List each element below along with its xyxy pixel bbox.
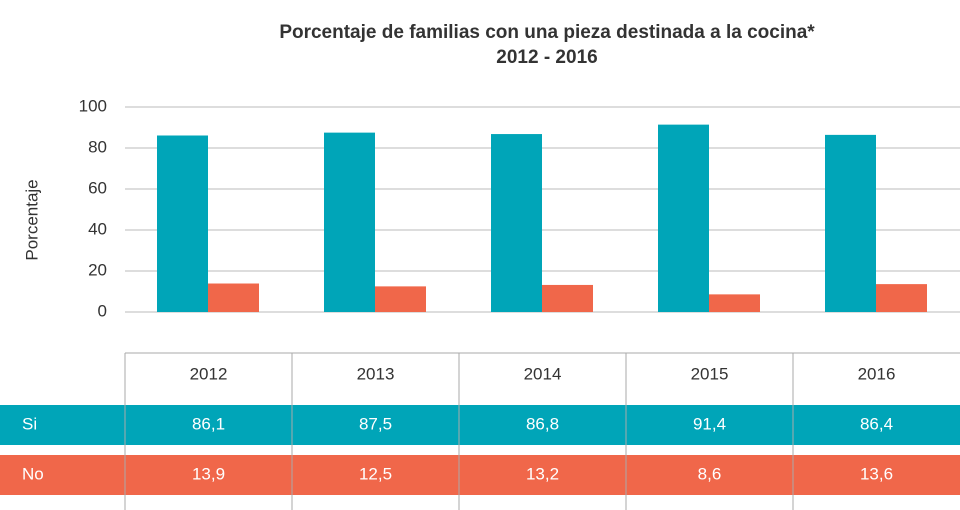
y-tick-label: 0 xyxy=(98,301,107,320)
x-tick-label: 2012 xyxy=(190,364,228,383)
x-tick-label: 2013 xyxy=(357,364,395,383)
y-tick-label: 80 xyxy=(88,137,107,156)
row-label: No xyxy=(22,464,44,483)
bar xyxy=(157,135,208,312)
y-tick-label: 20 xyxy=(88,260,107,279)
chart-subtitle: 2012 - 2016 xyxy=(496,47,597,68)
bar xyxy=(876,284,927,312)
table-value: 86,8 xyxy=(526,414,559,433)
bar xyxy=(542,284,593,312)
bar xyxy=(208,283,259,312)
table-value: 13,2 xyxy=(526,464,559,483)
table-value: 91,4 xyxy=(693,414,726,433)
table-value: 13,6 xyxy=(860,464,893,483)
bar xyxy=(324,132,375,312)
table-value: 13,9 xyxy=(192,464,225,483)
table-value: 12,5 xyxy=(359,464,392,483)
table-value: 86,1 xyxy=(192,414,225,433)
bar xyxy=(375,286,426,312)
y-tick-label: 60 xyxy=(88,178,107,197)
bar xyxy=(658,124,709,312)
y-axis-label: Porcentaje xyxy=(22,179,41,260)
y-tick-label: 40 xyxy=(88,219,107,238)
table-value: 86,4 xyxy=(860,414,893,433)
bar xyxy=(491,134,542,312)
bar xyxy=(825,134,876,312)
table-value: 87,5 xyxy=(359,414,392,433)
table-row xyxy=(0,455,960,495)
x-tick-label: 2015 xyxy=(691,364,729,383)
bar xyxy=(709,294,760,312)
x-tick-label: 2014 xyxy=(524,364,562,383)
row-label: Si xyxy=(22,414,37,433)
table-row xyxy=(0,405,960,445)
table-value: 8,6 xyxy=(698,464,722,483)
chart-title: Porcentaje de familias con una pieza des… xyxy=(279,22,815,43)
y-tick-label: 100 xyxy=(79,96,107,115)
x-tick-label: 2016 xyxy=(858,364,896,383)
